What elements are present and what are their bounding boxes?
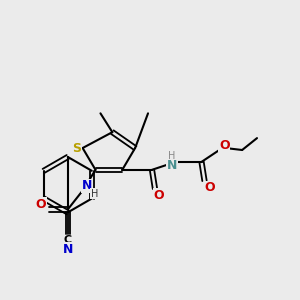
Text: H: H [91,189,98,199]
Text: N: N [81,179,92,192]
Text: O: O [154,189,164,202]
Text: N: N [167,159,177,172]
Text: O: O [204,181,215,194]
Text: H: H [168,151,176,161]
Text: O: O [36,198,46,211]
Text: C: C [64,235,72,245]
Text: N: N [63,243,73,256]
Text: S: S [72,142,81,154]
Text: O: O [219,139,230,152]
